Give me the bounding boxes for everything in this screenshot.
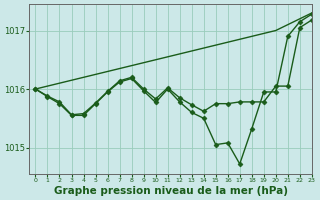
X-axis label: Graphe pression niveau de la mer (hPa): Graphe pression niveau de la mer (hPa) bbox=[54, 186, 288, 196]
